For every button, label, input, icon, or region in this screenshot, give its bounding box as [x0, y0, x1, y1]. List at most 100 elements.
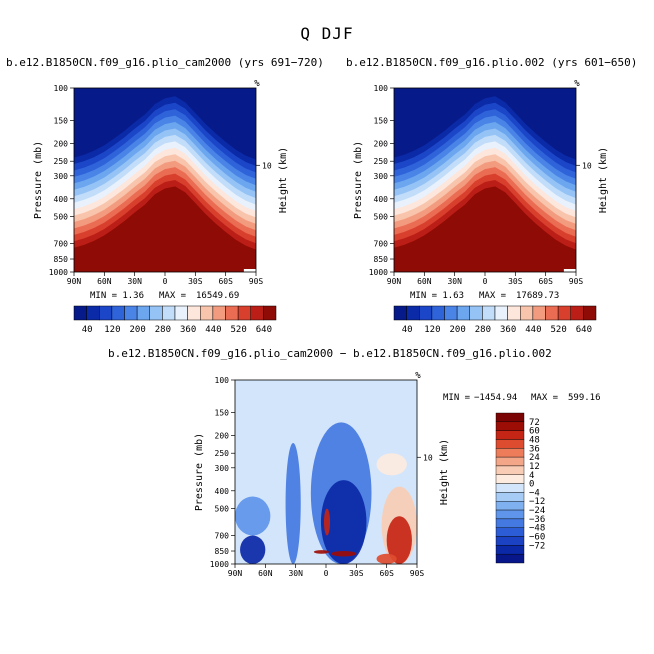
- y-axis-label: Pressure (mb): [194, 433, 205, 511]
- y-tick-label: 400: [215, 487, 230, 496]
- colorbar-swatch: [495, 483, 525, 493]
- max-value: 16549.69: [196, 291, 239, 301]
- anomaly-region: [323, 508, 331, 536]
- y-tick-label: 300: [215, 464, 230, 473]
- colorbar-label: 120: [104, 325, 120, 335]
- colorbar-swatch: [495, 518, 525, 528]
- contour-layer: [74, 88, 256, 272]
- x-tick-label: 30S: [508, 277, 523, 286]
- contour-layer: [394, 88, 576, 272]
- max-label: MAX =: [159, 291, 187, 301]
- colorbar-swatch: [482, 305, 496, 321]
- panel-title: b.e12.B1850CN.f09_g16.plio_cam2000 − b.e…: [108, 347, 552, 360]
- colorbar-swatch: [570, 305, 584, 321]
- colorbar-swatch: [174, 305, 188, 321]
- contour-band: [394, 186, 576, 272]
- colorbar-swatch: [495, 430, 525, 440]
- colorbar-swatch: [250, 305, 264, 321]
- y-tick-label: 500: [374, 213, 389, 222]
- axis-corner-mark: %: [574, 79, 580, 89]
- anomaly-region: [376, 453, 407, 476]
- min-value: −1454.94: [474, 393, 517, 403]
- max-label: MAX =: [479, 291, 507, 301]
- colorbar-swatch: [545, 305, 559, 321]
- colorbar-swatch: [495, 536, 525, 546]
- x-tick-label: 30S: [349, 569, 364, 578]
- colorbar-label: 200: [129, 325, 145, 335]
- colorbar-swatch: [263, 305, 277, 321]
- colorbar-swatch: [495, 509, 525, 520]
- colorbar-swatch: [495, 421, 525, 431]
- colorbar-label: 280: [155, 325, 171, 335]
- colorbar-label: 4: [529, 471, 534, 481]
- colorbar-label: 440: [525, 325, 541, 335]
- x-tick-label: 60S: [379, 569, 394, 578]
- colorbar-label: 280: [475, 325, 491, 335]
- colorbar-swatch: [456, 305, 470, 321]
- colorbar-swatch: [557, 305, 571, 321]
- colorbar-swatch: [495, 527, 525, 537]
- colorbar-swatch: [532, 305, 546, 321]
- y-tick-label: 850: [374, 255, 389, 264]
- max-label: MAX =: [531, 393, 559, 403]
- x-tick-label: 0: [163, 277, 168, 286]
- min-value: 1.63: [442, 291, 464, 301]
- colorbar-swatch: [149, 305, 163, 321]
- colorbar-label: 120: [424, 325, 440, 335]
- x-tick-label: 0: [324, 569, 329, 578]
- colorbar-label: 24: [529, 453, 540, 463]
- anomaly-region: [235, 446, 256, 476]
- colorbar-label: −4: [529, 488, 540, 498]
- max-value: 17689.73: [516, 291, 559, 301]
- y-tick-label: 1000: [369, 268, 388, 277]
- height-tick-label: 10: [423, 453, 433, 462]
- colorbar-swatch: [495, 439, 525, 449]
- colorbar-swatch: [99, 305, 113, 321]
- y-tick-label: 150: [374, 116, 389, 125]
- colorbar-swatch: [444, 305, 458, 321]
- anomaly-region: [235, 496, 271, 536]
- colorbar-swatch: [507, 305, 521, 321]
- colorbar-swatch: [406, 305, 420, 321]
- colorbar-swatch: [86, 305, 100, 321]
- x-tick-label: 30N: [447, 277, 462, 286]
- y-axis-label: Pressure (mb): [33, 141, 44, 219]
- anomaly-region: [331, 551, 357, 557]
- colorbar-swatch: [200, 305, 214, 321]
- contour-band: [74, 186, 256, 272]
- y-tick-label: 300: [374, 172, 389, 181]
- y-tick-label: 150: [54, 116, 69, 125]
- y-tick-label: 100: [215, 376, 230, 385]
- y-tick-label: 300: [54, 172, 69, 181]
- colorbar-swatch: [495, 545, 525, 555]
- colorbar-label: 640: [256, 325, 272, 335]
- panel-title: b.e12.B1850CN.f09_g16.plio_cam2000 (yrs …: [6, 56, 324, 69]
- y-tick-label: 250: [215, 449, 230, 458]
- y-tick-label: 200: [54, 139, 69, 148]
- y-tick-label: 150: [215, 408, 230, 417]
- y-tick-label: 100: [374, 84, 389, 93]
- colorbar-swatch: [162, 305, 176, 321]
- y-tick-label: 1000: [49, 268, 68, 277]
- x-tick-label: 0: [483, 277, 488, 286]
- axis-corner-mark: %: [415, 371, 421, 381]
- x-tick-label: 90S: [569, 277, 584, 286]
- colorbar-swatch: [111, 305, 125, 321]
- colorbar-swatch: [495, 492, 525, 502]
- colorbar-swatch: [469, 305, 483, 321]
- colorbar-swatch: [520, 305, 534, 321]
- y-tick-label: 700: [374, 239, 389, 248]
- x-tick-label: 60N: [97, 277, 112, 286]
- colorbar-swatch: [495, 474, 525, 484]
- x-tick-label: 90N: [67, 277, 82, 286]
- y-tick-label: 100: [54, 84, 69, 93]
- colorbar-label: 440: [205, 325, 221, 335]
- y-tick-label: 250: [54, 157, 69, 166]
- right-axis-label: Height (km): [278, 147, 289, 213]
- y-tick-label: 850: [54, 255, 69, 264]
- max-value: 599.16: [568, 393, 601, 403]
- anomaly-region: [285, 443, 301, 564]
- ground-mask: [563, 269, 576, 272]
